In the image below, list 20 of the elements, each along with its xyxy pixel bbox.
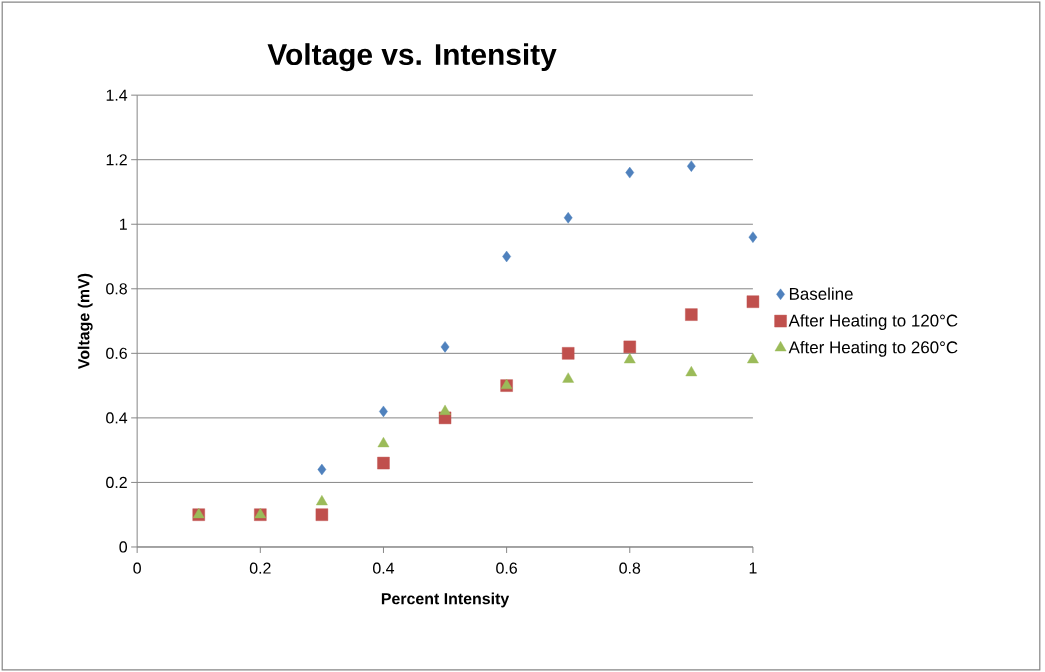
y-tick-label: 1.4 xyxy=(106,89,128,101)
x-tick-label: 1 xyxy=(749,562,757,574)
x-tick-label: 0 xyxy=(133,562,141,574)
x-tick-label: 0.6 xyxy=(496,562,517,574)
y-tick-label: 0.6 xyxy=(106,347,127,359)
legend-label: After Heating to 260°C xyxy=(788,340,958,357)
legend-label: Baseline xyxy=(789,287,853,300)
chart-title: Voltage vs. Intensity xyxy=(267,43,557,72)
x-tick-label: 0.8 xyxy=(619,562,641,574)
legend-label: After Heating to 120°C xyxy=(788,314,958,330)
y-tick-label: 0.4 xyxy=(106,412,128,424)
y-tick-label: 1 xyxy=(120,218,127,230)
x-tick-label: 0.2 xyxy=(249,562,271,574)
y-axis-title: Voltage (mV) xyxy=(77,273,93,369)
x-axis-title: Percent Intensity xyxy=(381,592,510,608)
y-tick-label: 0 xyxy=(119,541,128,553)
y-tick-label: 0.8 xyxy=(106,283,127,295)
y-tick-label: 1.2 xyxy=(106,154,127,166)
x-tick-label: 0.4 xyxy=(373,562,395,574)
y-tick-label: 0.2 xyxy=(106,476,127,489)
